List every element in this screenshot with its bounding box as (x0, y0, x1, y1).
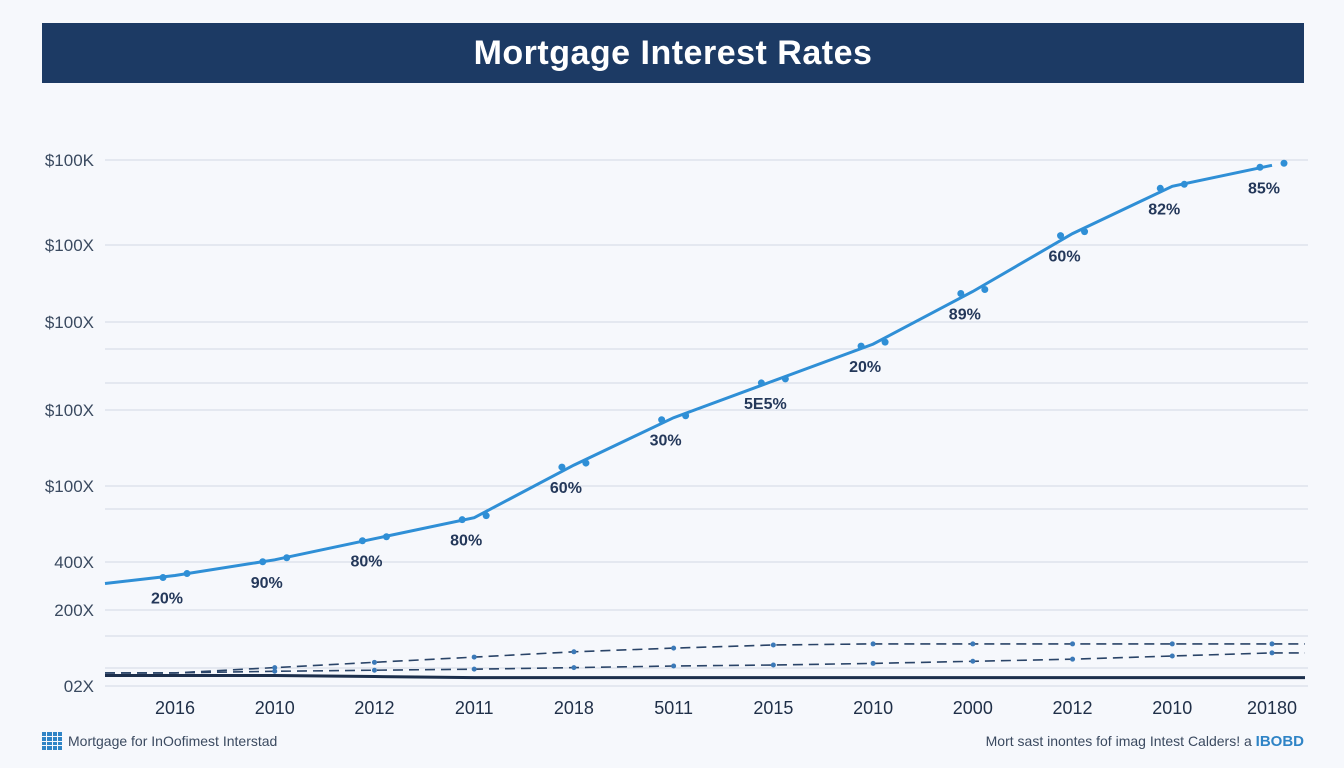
data-point (558, 463, 566, 471)
data-point (1081, 228, 1089, 236)
x-tick-label: 2012 (1053, 698, 1093, 718)
data-point (1057, 232, 1065, 240)
data-label: 60% (1049, 249, 1081, 266)
series-line (105, 674, 1305, 680)
data-point (770, 662, 776, 668)
data-point (471, 654, 477, 660)
y-tick-label: $100X (45, 401, 94, 420)
data-point (781, 375, 789, 383)
x-tick-label: 2000 (953, 698, 993, 718)
x-tick-label: 2015 (753, 698, 793, 718)
data-point (1269, 641, 1275, 647)
data-label: 90% (251, 575, 283, 592)
x-tick-label: 2016 (155, 698, 195, 718)
data-point (658, 416, 666, 424)
data-label: 85% (1248, 180, 1280, 197)
data-point (957, 290, 965, 297)
series-line (105, 652, 1305, 674)
x-tick-label: 20180 (1247, 698, 1297, 718)
x-tick-label: 5011 (654, 698, 693, 718)
data-point (1169, 653, 1175, 659)
y-tick-label: $100X (45, 236, 94, 255)
grid-lines (105, 159, 1308, 687)
data-label: 5E5% (744, 396, 787, 413)
x-tick-label: 2010 (853, 698, 893, 718)
data-point (1280, 159, 1288, 167)
data-label: 30% (650, 433, 682, 450)
data-point (283, 554, 291, 562)
x-tick-label: 2018 (554, 698, 594, 718)
series-line (105, 643, 1305, 674)
data-point (981, 286, 989, 293)
footer-brand: IBOBD (1255, 733, 1304, 750)
data-point (259, 558, 267, 566)
series-lines (104, 163, 1305, 680)
data-point (582, 459, 590, 467)
data-labels: 20% 90% 80% 80% 60% 30% 5E5% 20% 89% 60% 82% 85% (151, 180, 1280, 607)
x-axis-ticks: 2016 2010 2012 2011 2018 5011 2015 2010 2000 2012… (155, 698, 1297, 718)
data-point (671, 645, 677, 651)
data-label: 20% (151, 591, 183, 608)
data-point (970, 658, 976, 664)
data-label: 80% (450, 533, 482, 550)
data-label: 82% (1148, 201, 1180, 218)
data-point (571, 665, 577, 671)
footer-left-text: Mortgage for InOofimest Interstad (68, 733, 278, 749)
data-label: 80% (350, 554, 382, 571)
y-tick-label: $100K (45, 151, 95, 170)
footer-source: Mortgage for InOofimest Interstad (42, 731, 277, 751)
data-points (159, 159, 1288, 674)
data-point (159, 574, 167, 582)
footer-right-text: Mort sast inontes fof imag Intest Calder… (985, 733, 1252, 749)
data-point (770, 642, 776, 648)
data-point (870, 641, 876, 647)
data-point (358, 537, 366, 545)
y-tick-label: $100X (45, 477, 94, 496)
data-label: 89% (949, 307, 981, 324)
data-point (870, 660, 876, 666)
chart-title-bar: Mortgage Interest Rates (42, 23, 1304, 83)
data-point (183, 570, 191, 578)
data-point (970, 641, 976, 647)
data-point (671, 663, 677, 669)
data-point (371, 659, 377, 665)
chart-title: Mortgage Interest Rates (473, 33, 873, 72)
data-point (571, 649, 577, 655)
data-point (1256, 163, 1264, 171)
data-label: 60% (550, 480, 582, 497)
data-point (272, 665, 278, 671)
data-point (1156, 184, 1164, 192)
data-label: 20% (849, 359, 881, 376)
data-point (272, 668, 278, 674)
series-line (104, 163, 1273, 585)
data-point (382, 533, 390, 541)
data-point (1269, 650, 1275, 656)
data-point (757, 379, 765, 387)
y-tick-label: 200X (54, 601, 94, 620)
y-tick-label: 02X (64, 677, 94, 696)
data-point (1070, 656, 1076, 662)
data-point (371, 667, 377, 673)
grid-logo-icon (42, 732, 62, 750)
data-point (857, 342, 865, 350)
y-tick-label: $100X (45, 313, 94, 332)
data-point (471, 666, 477, 672)
data-point (1070, 641, 1076, 647)
data-point (482, 512, 490, 520)
y-tick-label: 400X (54, 553, 94, 572)
data-point (1180, 180, 1188, 188)
x-tick-label: 2010 (1152, 698, 1192, 718)
y-axis-ticks: $100K $100X $100X $100X $100X 400X 200X 02X (45, 151, 95, 696)
x-tick-label: 2010 (255, 698, 295, 718)
x-tick-label: 2011 (455, 698, 494, 718)
x-tick-label: 2012 (354, 698, 394, 718)
data-point (1169, 641, 1175, 647)
data-point (881, 338, 889, 346)
data-point (682, 412, 690, 420)
data-point (458, 516, 466, 524)
footer-credit: Mort sast inontes fof imag Intest Calder… (986, 733, 1304, 750)
